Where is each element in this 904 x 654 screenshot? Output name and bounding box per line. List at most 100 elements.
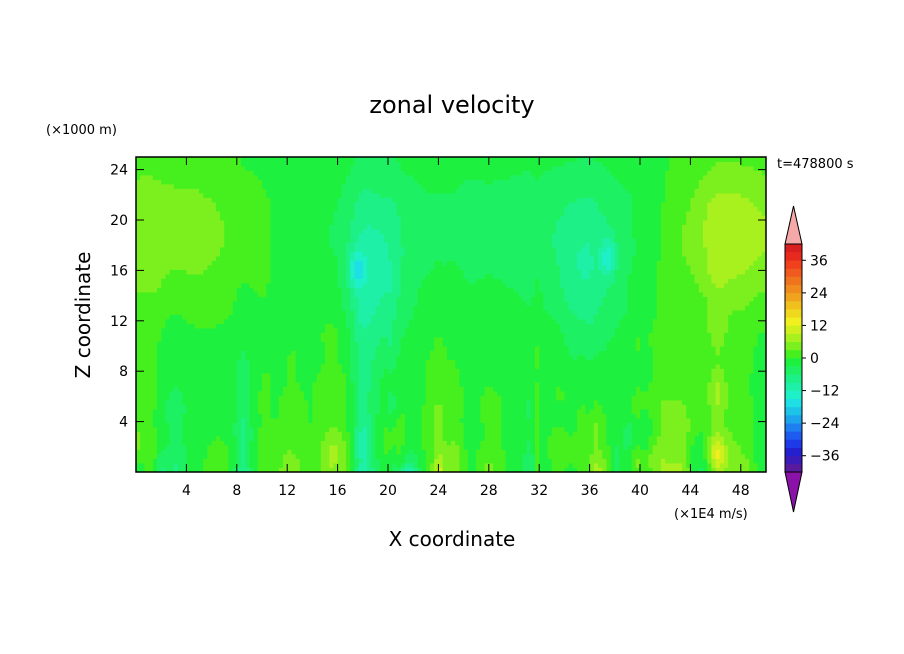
heatmap-cell <box>568 449 574 455</box>
heatmap-cell <box>686 440 691 446</box>
heatmap-cell <box>283 328 288 333</box>
heatmap-cell <box>421 467 427 472</box>
heatmap-cell <box>438 355 443 360</box>
heatmap-cell <box>283 377 288 383</box>
heatmap-cell <box>560 404 565 410</box>
heatmap-cell <box>409 323 414 329</box>
heatmap-cell <box>497 418 502 423</box>
heatmap-cell <box>648 341 653 347</box>
heatmap-cell <box>371 436 376 441</box>
heatmap-cell <box>253 467 259 472</box>
heatmap-cell <box>232 467 238 472</box>
heatmap-cell <box>421 328 427 333</box>
heatmap-cell <box>442 364 448 369</box>
heatmap-cell <box>178 323 183 329</box>
heatmap-cell <box>215 328 221 333</box>
heatmap-cell <box>635 368 641 374</box>
heatmap-cell <box>178 350 183 356</box>
heatmap-cell <box>551 431 557 437</box>
heatmap-cell <box>161 359 166 365</box>
heatmap-cell <box>761 413 766 419</box>
heatmap-cell <box>358 332 364 338</box>
heatmap-cell <box>362 454 368 459</box>
heatmap-cell <box>400 350 406 356</box>
heatmap-cell <box>211 319 217 324</box>
heatmap-cell <box>358 436 364 441</box>
heatmap-cell <box>320 377 326 383</box>
heatmap-cell <box>266 418 271 423</box>
heatmap-cell <box>757 350 763 356</box>
heatmap-cell <box>337 332 343 338</box>
heatmap-cell <box>232 368 238 374</box>
heatmap-cell <box>337 431 343 437</box>
heatmap-cell <box>677 404 683 410</box>
heatmap-cell <box>480 454 485 459</box>
heatmap-cell <box>543 350 548 356</box>
heatmap-cell <box>686 427 691 432</box>
heatmap-cell <box>518 454 523 459</box>
heatmap-cell <box>262 413 267 419</box>
heatmap-cell <box>652 467 658 472</box>
heatmap-cell <box>392 332 397 338</box>
heatmap-cell <box>274 337 280 342</box>
heatmap-cell <box>304 346 309 351</box>
heatmap-cell <box>690 373 695 378</box>
heatmap-cell <box>199 323 204 329</box>
heatmap-cell <box>577 427 582 432</box>
heatmap-cell <box>593 386 599 392</box>
heatmap-cell <box>400 382 406 387</box>
heatmap-cell <box>749 341 754 347</box>
heatmap-cell <box>283 373 288 378</box>
heatmap-cell <box>602 323 607 329</box>
heatmap-cell <box>409 436 414 441</box>
heatmap-cell <box>316 382 322 387</box>
heatmap-cell <box>413 422 418 428</box>
heatmap-cell <box>694 337 700 342</box>
heatmap-cell <box>472 337 477 342</box>
heatmap-cell <box>253 377 259 383</box>
heatmap-cell <box>539 445 544 450</box>
heatmap-cell <box>186 422 191 428</box>
heatmap-cell <box>476 368 481 374</box>
heatmap-cell <box>446 418 452 423</box>
heatmap-cell <box>190 355 196 360</box>
heatmap-cell <box>148 319 154 324</box>
heatmap-cell <box>736 413 742 419</box>
heatmap-cell <box>312 386 317 392</box>
heatmap-cell <box>761 431 766 437</box>
heatmap-cell <box>530 359 536 365</box>
heatmap-cell <box>169 386 175 392</box>
heatmap-cell <box>682 427 687 432</box>
heatmap-cell <box>677 373 683 378</box>
heatmap-cell <box>241 422 246 428</box>
heatmap-cell <box>325 463 330 468</box>
heatmap-cell <box>333 323 338 329</box>
heatmap-cell <box>220 332 225 338</box>
heatmap-cell <box>434 395 439 401</box>
heatmap-cell <box>711 463 716 468</box>
heatmap-cell <box>627 454 632 459</box>
heatmap-cell <box>442 359 448 365</box>
heatmap-cell <box>434 350 439 356</box>
heatmap-cell <box>539 386 544 392</box>
heatmap-cell <box>392 395 397 401</box>
heatmap-cell <box>484 458 490 464</box>
heatmap-cell <box>287 422 292 428</box>
heatmap-cell <box>514 350 519 356</box>
heatmap-cell <box>732 404 737 410</box>
heatmap-cell <box>698 409 704 414</box>
heatmap-cell <box>488 341 494 347</box>
heatmap-cell <box>333 395 338 401</box>
heatmap-cell <box>598 337 603 342</box>
heatmap-cell <box>648 440 653 446</box>
heatmap-cell <box>148 431 154 437</box>
heatmap-cell <box>745 323 750 329</box>
heatmap-cell <box>236 328 242 333</box>
heatmap-cell <box>194 395 200 401</box>
heatmap-cell <box>661 427 666 432</box>
heatmap-cell <box>232 418 238 423</box>
heatmap-cell <box>673 368 679 374</box>
heatmap-cell <box>514 359 519 365</box>
heatmap-cell <box>493 382 498 387</box>
heatmap-cell <box>325 359 330 365</box>
